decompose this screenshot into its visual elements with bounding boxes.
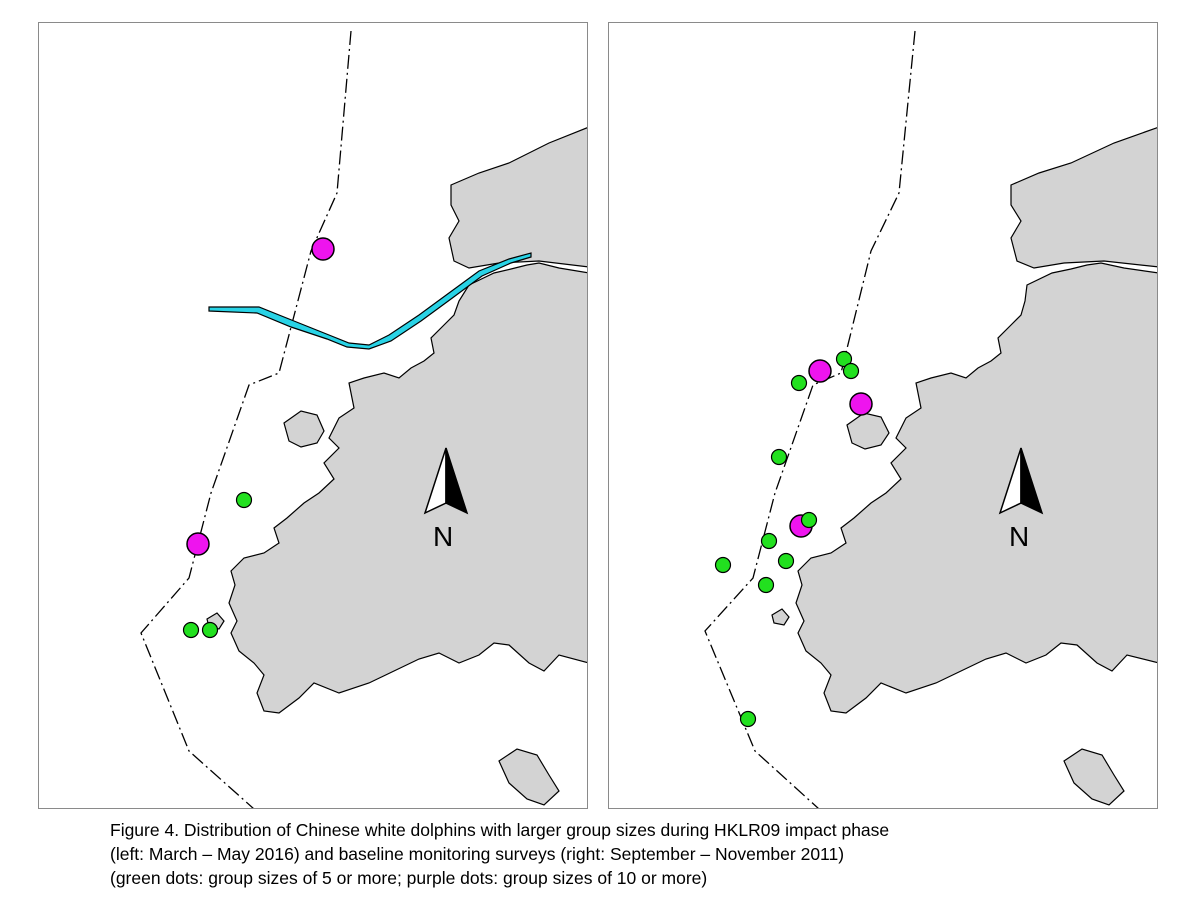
dolphin-group-5plus — [235, 491, 253, 509]
north-label: N — [433, 521, 454, 552]
dolphin-group-5plus — [835, 350, 853, 368]
map-panel-left: N — [38, 22, 588, 809]
dolphin-group-5plus — [770, 448, 788, 466]
dolphin-group-5plus — [201, 621, 219, 639]
dolphin-group-5plus — [182, 621, 200, 639]
dolphin-group-10plus — [849, 392, 873, 416]
dolphin-group-5plus — [842, 362, 860, 380]
bridge-alignment — [208, 252, 532, 350]
dolphin-group-10plus — [311, 237, 335, 261]
figure-caption: Figure 4. Distribution of Chinese white … — [110, 818, 1170, 890]
landmass-main-island — [228, 262, 587, 714]
islet-west — [846, 412, 890, 450]
dolphin-group-5plus — [739, 710, 757, 728]
islet-southwest — [771, 608, 790, 626]
dolphin-group-5plus — [757, 576, 775, 594]
map-panel-right: N — [608, 22, 1158, 809]
islet-south — [1063, 748, 1125, 806]
map-left-svg — [140, 30, 587, 808]
caption-line-3: (green dots: group sizes of 5 or more; p… — [110, 868, 708, 888]
caption-line-1: Figure 4. Distribution of Chinese white … — [110, 820, 890, 840]
map-right-svg — [704, 30, 1157, 808]
landmass-main-island — [795, 262, 1157, 714]
dolphin-group-5plus — [714, 556, 732, 574]
dolphin-group-5plus — [760, 532, 778, 550]
north-arrow-icon — [423, 447, 469, 515]
survey-boundary — [704, 30, 916, 808]
dolphin-group-5plus — [777, 552, 795, 570]
caption-line-2: (left: March – May 2016) and baseline mo… — [110, 844, 845, 864]
dolphin-group-10plus — [808, 359, 832, 383]
north-label: N — [1009, 521, 1030, 552]
landmass-north — [1010, 127, 1157, 269]
landmass-north — [448, 127, 587, 269]
dolphin-group-5plus — [800, 511, 818, 529]
islet-south — [498, 748, 560, 806]
north-arrow-icon — [998, 447, 1044, 515]
islet-west — [283, 410, 325, 448]
dolphin-group-10plus — [186, 532, 210, 556]
dolphin-group-5plus — [790, 374, 808, 392]
survey-boundary — [140, 30, 352, 808]
